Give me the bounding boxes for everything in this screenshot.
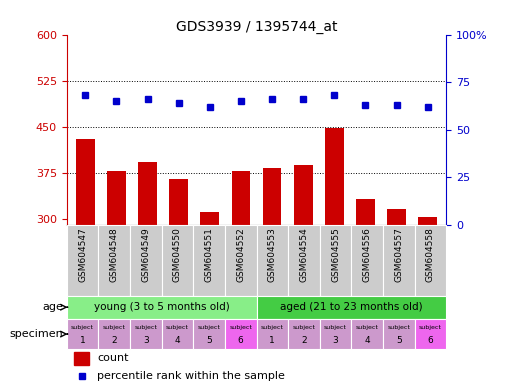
Text: GSM604556: GSM604556 bbox=[363, 227, 372, 281]
Bar bbox=[98, 319, 130, 349]
Title: GDS3939 / 1395744_at: GDS3939 / 1395744_at bbox=[176, 20, 337, 33]
Bar bbox=[288, 225, 320, 296]
Bar bbox=[98, 225, 130, 296]
Text: 3: 3 bbox=[143, 336, 149, 345]
Bar bbox=[225, 225, 256, 296]
Text: age: age bbox=[42, 302, 63, 312]
Text: GSM604558: GSM604558 bbox=[426, 227, 435, 281]
Bar bbox=[107, 170, 126, 384]
Text: GSM604550: GSM604550 bbox=[173, 227, 182, 281]
Bar bbox=[256, 225, 288, 296]
Text: subject: subject bbox=[198, 325, 221, 330]
Bar bbox=[162, 319, 193, 349]
Bar bbox=[67, 296, 256, 319]
Bar bbox=[320, 319, 351, 349]
Text: 2: 2 bbox=[301, 336, 307, 345]
Bar bbox=[415, 225, 446, 296]
Bar bbox=[325, 128, 344, 384]
Bar bbox=[288, 319, 320, 349]
Text: subject: subject bbox=[71, 325, 94, 330]
Text: specimen: specimen bbox=[9, 329, 63, 339]
Text: 5: 5 bbox=[396, 336, 402, 345]
Bar bbox=[320, 225, 351, 296]
Bar bbox=[356, 199, 374, 384]
Bar bbox=[162, 225, 193, 296]
Text: GSM604552: GSM604552 bbox=[236, 227, 245, 281]
Text: GSM604548: GSM604548 bbox=[110, 227, 119, 281]
Bar bbox=[67, 319, 98, 349]
Bar bbox=[193, 225, 225, 296]
Bar bbox=[256, 319, 288, 349]
Bar bbox=[387, 209, 406, 384]
Text: 4: 4 bbox=[364, 336, 370, 345]
Text: 1: 1 bbox=[80, 336, 85, 345]
Text: percentile rank within the sample: percentile rank within the sample bbox=[97, 371, 285, 381]
Text: subject: subject bbox=[292, 325, 315, 330]
Text: 2: 2 bbox=[111, 336, 117, 345]
Text: GSM604553: GSM604553 bbox=[268, 227, 277, 281]
Bar bbox=[225, 319, 256, 349]
Text: subject: subject bbox=[387, 325, 410, 330]
Text: subject: subject bbox=[324, 325, 347, 330]
Text: aged (21 to 23 months old): aged (21 to 23 months old) bbox=[280, 302, 423, 312]
Text: GSM604551: GSM604551 bbox=[205, 227, 213, 281]
Bar bbox=[415, 319, 446, 349]
Text: subject: subject bbox=[229, 325, 252, 330]
Text: 6: 6 bbox=[238, 336, 244, 345]
Bar bbox=[130, 225, 162, 296]
Bar bbox=[383, 319, 415, 349]
Bar bbox=[169, 179, 188, 384]
Bar bbox=[263, 168, 282, 384]
Text: 3: 3 bbox=[333, 336, 339, 345]
Bar bbox=[256, 296, 446, 319]
Text: 1: 1 bbox=[269, 336, 275, 345]
Bar bbox=[201, 212, 219, 384]
Text: subject: subject bbox=[261, 325, 284, 330]
Bar bbox=[139, 162, 157, 384]
Text: subject: subject bbox=[419, 325, 442, 330]
Bar bbox=[231, 170, 250, 384]
Bar bbox=[383, 225, 415, 296]
Bar bbox=[418, 217, 437, 384]
Bar bbox=[193, 319, 225, 349]
Text: GSM604555: GSM604555 bbox=[331, 227, 340, 281]
Text: GSM604554: GSM604554 bbox=[300, 227, 308, 281]
Text: 6: 6 bbox=[428, 336, 433, 345]
Text: subject: subject bbox=[166, 325, 189, 330]
Text: 5: 5 bbox=[206, 336, 212, 345]
Bar bbox=[351, 319, 383, 349]
Bar bbox=[67, 225, 98, 296]
Bar bbox=[351, 225, 383, 296]
Text: young (3 to 5 months old): young (3 to 5 months old) bbox=[94, 302, 229, 312]
Bar bbox=[74, 352, 89, 365]
Text: GSM604549: GSM604549 bbox=[141, 227, 150, 281]
Text: subject: subject bbox=[134, 325, 157, 330]
Bar bbox=[130, 319, 162, 349]
Text: count: count bbox=[97, 353, 129, 363]
Bar bbox=[294, 165, 312, 384]
Bar bbox=[76, 139, 95, 384]
Text: subject: subject bbox=[103, 325, 126, 330]
Text: GSM604557: GSM604557 bbox=[394, 227, 403, 281]
Text: 4: 4 bbox=[174, 336, 180, 345]
Text: subject: subject bbox=[356, 325, 379, 330]
Text: GSM604547: GSM604547 bbox=[78, 227, 87, 281]
